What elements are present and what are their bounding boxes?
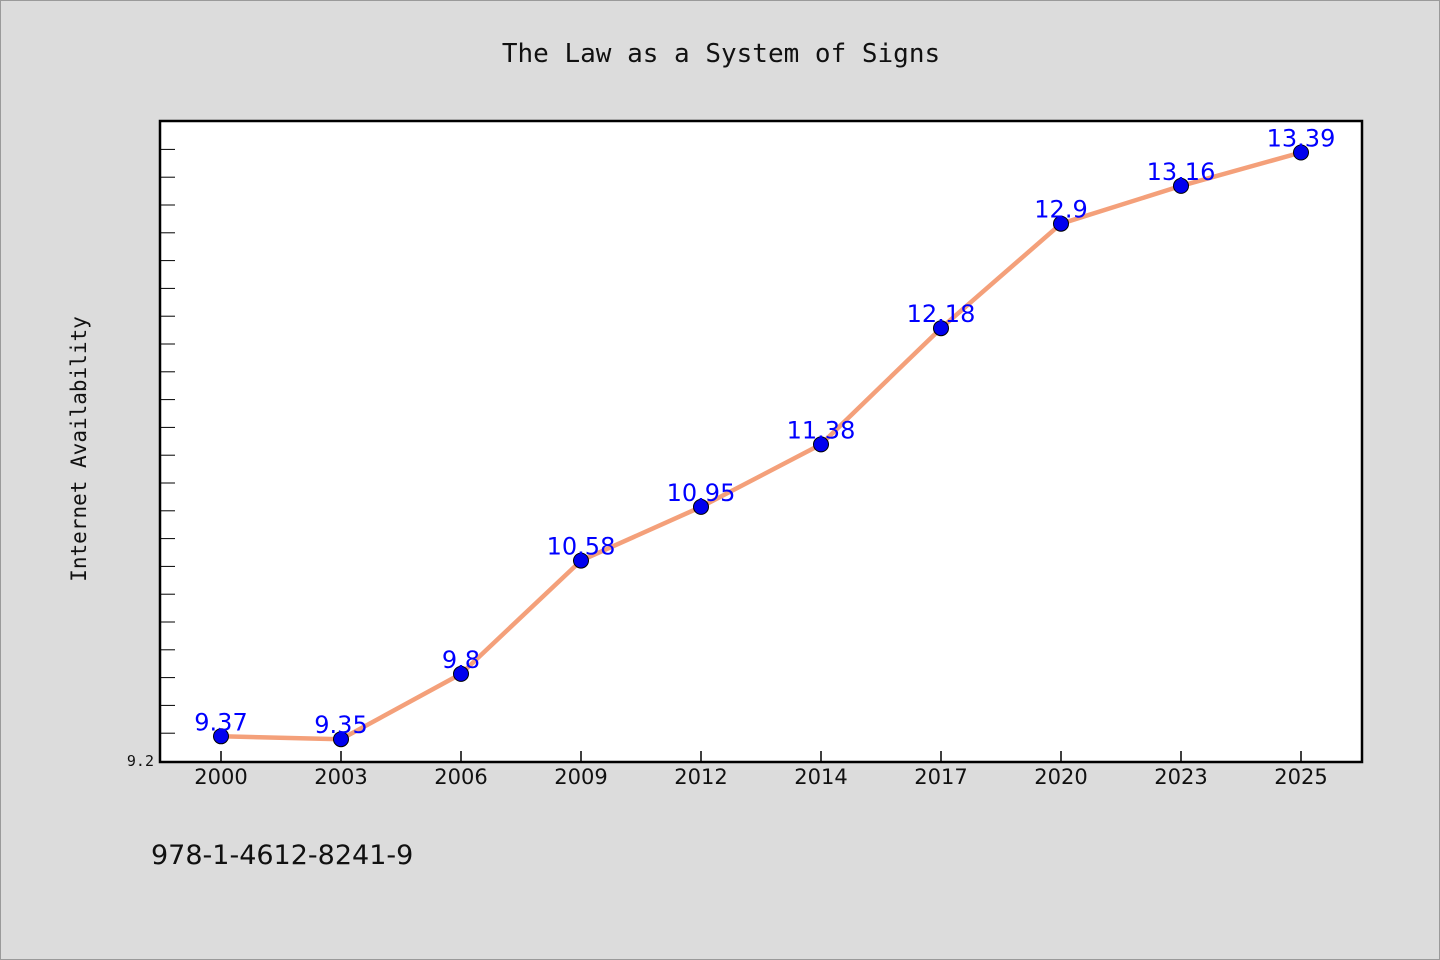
isbn-text: 978-1-4612-8241-9 [151,840,413,871]
x-axis-ticks: 2000 2003 2006 2009 2012 2014 2017 2020 2023 2025 [194,751,1328,789]
x-tick-label: 2020 [1034,765,1087,789]
data-label: 9.8 [442,646,480,674]
x-tick-label: 2012 [674,765,727,789]
data-labels: 9.37 9.35 9.8 10.58 10.95 11.38 12.18 12.9 13.16… [194,125,1335,740]
chart-title: The Law as a System of Signs [502,39,940,69]
data-label: 9.37 [194,708,247,736]
x-tick-label: 2003 [314,765,367,789]
data-label: 10.58 [547,533,616,561]
data-point [333,731,349,748]
x-tick-label: 2014 [794,765,847,789]
data-point [1053,215,1069,232]
x-tick-label: 2009 [554,765,607,789]
data-label: 11.38 [787,416,856,444]
data-markers [213,144,1309,748]
data-point [813,436,829,453]
data-point [213,728,229,745]
plot-area [158,119,1364,764]
data-point [1293,144,1309,161]
y-axis-label: Internet Availability [67,316,91,582]
data-point [1173,177,1189,194]
series-line [218,150,1304,742]
data-label: 10.95 [667,479,736,507]
y-minor-ticks [161,148,175,734]
data-point [933,320,949,337]
data-label: 13.16 [1147,158,1216,186]
x-tick-label: 2023 [1154,765,1207,789]
data-label: 12.18 [907,300,976,328]
y-tick-label: 9.2 [127,752,154,770]
x-tick-label: 2006 [434,765,487,789]
x-tick-label: 2025 [1274,765,1327,789]
data-point [453,665,469,682]
x-tick-label: 2000 [194,765,247,789]
x-tick-label: 2017 [914,765,967,789]
data-point [573,552,589,569]
y-axis-ticks: 9.2 [127,752,154,770]
data-label: 13.39 [1267,125,1336,153]
data-label: 12.9 [1034,196,1087,224]
data-point [693,498,709,515]
data-label: 9.35 [314,711,367,739]
